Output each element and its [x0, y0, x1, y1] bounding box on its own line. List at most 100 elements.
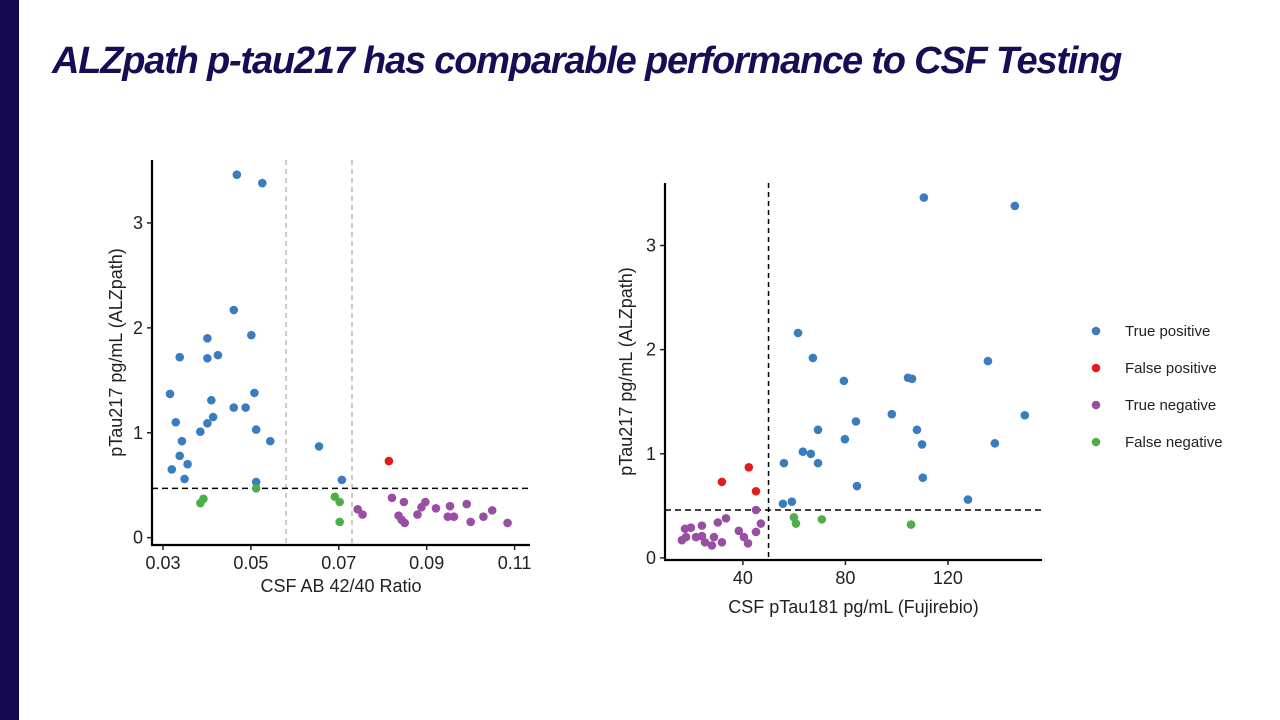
data-point-true-negative — [677, 535, 687, 545]
x-axis-title: CSF pTau181 pg/mL (Fujirebio) — [728, 597, 978, 617]
data-point-true-positive — [779, 458, 789, 468]
data-point-false-positive — [384, 456, 394, 466]
data-point-true-positive — [203, 419, 212, 428]
data-point-true-positive — [919, 193, 929, 202]
x-tick-label: 120 — [933, 568, 963, 588]
data-point-true-positive — [806, 449, 816, 459]
legend-swatch-icon — [1091, 363, 1101, 373]
slide-accent-bar — [0, 0, 19, 720]
x-tick-label: 80 — [835, 568, 855, 588]
data-point-true-positive — [232, 170, 242, 179]
data-point-true-positive — [1020, 410, 1030, 420]
y-tick-label: 1 — [646, 444, 656, 464]
data-point-true-positive — [798, 447, 808, 456]
data-point-true-positive — [839, 376, 849, 386]
legend-swatch-icon — [1091, 326, 1101, 336]
data-point-true-negative — [734, 526, 744, 536]
data-point-true-positive — [1010, 201, 1020, 211]
y-tick-label: 0 — [133, 528, 143, 548]
data-point-true-positive — [180, 474, 189, 484]
data-point-true-positive — [265, 436, 275, 446]
data-point-true-positive — [990, 439, 1000, 448]
legend-swatch-icon — [1091, 400, 1101, 410]
x-axis-title: CSF AB 42/40 Ratio — [260, 576, 421, 596]
x-tick-label: 0.09 — [409, 553, 444, 573]
data-point-true-negative — [387, 493, 397, 503]
data-point-true-negative — [503, 518, 512, 528]
slide-title: ALZpath p-tau217 has comparable performa… — [52, 40, 1122, 82]
legend-label: False negative — [1125, 434, 1223, 451]
data-point-false-positive — [744, 463, 754, 472]
legend-swatch-icon — [1091, 437, 1101, 447]
data-point-true-negative — [479, 512, 488, 521]
y-tick-label: 1 — [133, 423, 143, 443]
y-tick-label: 2 — [646, 340, 656, 360]
data-point-true-positive — [851, 417, 861, 426]
data-point-true-positive — [840, 434, 850, 444]
data-point-true-positive — [247, 330, 256, 340]
y-tick-label: 0 — [646, 548, 656, 568]
data-point-false-negative — [817, 515, 827, 524]
data-point-true-negative — [691, 532, 701, 542]
data-point-true-positive — [887, 409, 897, 419]
data-point-true-negative — [721, 514, 731, 523]
data-point-true-positive — [793, 328, 803, 338]
data-point-true-positive — [963, 495, 973, 504]
data-point-false-negative — [335, 497, 344, 507]
data-point-true-negative — [399, 497, 409, 507]
x-tick-label: 0.11 — [498, 553, 532, 573]
data-point-true-positive — [251, 425, 261, 434]
data-point-true-positive — [241, 403, 250, 412]
data-point-false-negative — [335, 517, 344, 527]
data-point-true-positive — [177, 436, 187, 446]
data-point-true-negative — [717, 537, 727, 547]
data-point-true-positive — [203, 353, 212, 363]
data-point-true-positive — [258, 178, 267, 188]
data-point-false-negative — [791, 519, 801, 528]
data-point-true-positive — [983, 356, 993, 366]
y-axis-title: pTau217 pg/mL (ALZpath) — [106, 248, 126, 456]
data-point-true-negative — [707, 541, 717, 550]
data-point-true-positive — [229, 403, 239, 412]
y-tick-label: 3 — [133, 213, 143, 233]
legend: True positive False positive True negative… — [1091, 323, 1223, 451]
data-point-true-positive — [207, 395, 216, 405]
data-point-true-negative — [449, 512, 459, 521]
legend-item: False negative — [1091, 434, 1223, 451]
x-tick-label: 40 — [733, 568, 753, 588]
data-point-true-positive — [165, 389, 175, 399]
data-point-true-positive — [175, 451, 184, 461]
data-point-true-negative — [743, 539, 753, 548]
legend-item: True negative — [1091, 397, 1216, 414]
data-point-true-negative — [709, 532, 719, 542]
data-point-true-positive — [917, 440, 927, 449]
x-tick-label: 0.03 — [145, 553, 180, 573]
data-point-true-negative — [400, 518, 410, 528]
data-point-true-positive — [196, 427, 205, 437]
data-point-true-positive — [175, 352, 184, 362]
data-point-true-negative — [739, 532, 749, 542]
data-point-true-positive — [229, 305, 239, 315]
data-point-true-negative — [462, 499, 472, 509]
scatter-plot-1: 0.03 0.05 0.07 0.09 0.11 0 1 2 3 CSF AB 42/40 Rat… — [106, 160, 531, 596]
y-tick-label: 3 — [646, 235, 656, 255]
data-point-true-negative — [358, 510, 367, 519]
data-point-true-negative — [751, 527, 761, 537]
data-point-true-positive — [208, 412, 218, 422]
data-point-true-negative — [697, 521, 707, 530]
data-point-true-negative — [413, 510, 422, 519]
legend-item: True positive — [1091, 323, 1210, 340]
y-axis-title: pTau217 pg/mL (ALZpath) — [616, 267, 636, 475]
data-point-true-positive — [251, 477, 261, 487]
data-point-true-negative — [487, 506, 497, 515]
scatter-plot-2: 40 80 120 0 1 2 3 CSF pTau181 pg/mL (Fujirebio)… — [616, 183, 1042, 617]
data-point-true-positive — [907, 374, 917, 384]
data-point-true-negative — [756, 519, 766, 528]
data-point-true-positive — [813, 458, 823, 468]
data-point-true-positive — [808, 353, 818, 363]
data-point-true-negative — [680, 524, 690, 534]
data-point-true-negative — [431, 503, 441, 513]
data-point-true-positive — [813, 425, 823, 435]
legend-label: True positive — [1125, 323, 1210, 340]
